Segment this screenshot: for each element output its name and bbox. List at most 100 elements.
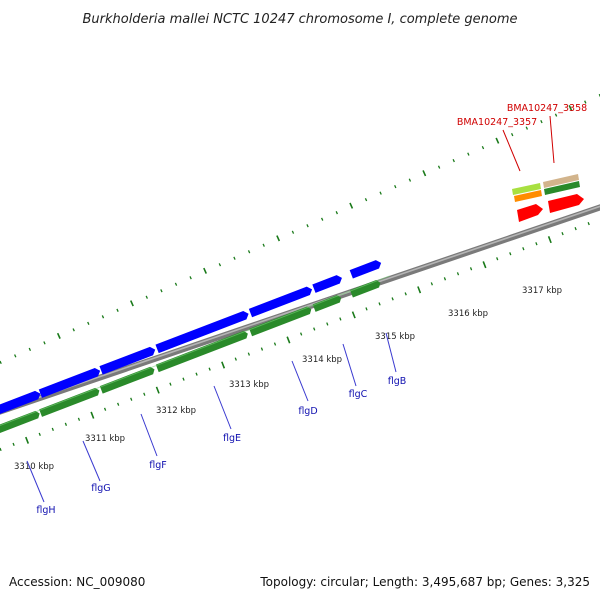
tick-mark: [203, 267, 207, 274]
inner-tick-track: [0, 221, 590, 452]
tick-mark: [143, 392, 146, 396]
tick-mark: [522, 247, 525, 251]
tick-mark: [51, 427, 54, 431]
scale-label: 3316 kbp: [448, 309, 488, 319]
tick-mark: [574, 227, 577, 231]
tick-mark: [300, 332, 303, 336]
tick-mark: [117, 402, 120, 406]
tick-mark: [273, 342, 277, 346]
cds-feature: [312, 275, 342, 293]
leader-line: [213, 385, 232, 430]
scale-label: 3311 kbp: [85, 434, 125, 444]
tick-mark: [313, 327, 316, 331]
leader-line: [82, 440, 101, 482]
leader-line: [502, 129, 521, 172]
leader-line: [291, 360, 309, 402]
tick-mark: [510, 132, 514, 137]
gene-label-flgh: flgH: [36, 505, 55, 516]
tick-mark: [378, 302, 381, 306]
tick-mark: [130, 300, 134, 307]
tick-mark: [422, 170, 427, 177]
scale-label: 3310 kbp: [14, 462, 54, 472]
tick-mark: [218, 263, 222, 267]
tick-mark: [189, 276, 192, 280]
tick-mark: [87, 321, 90, 325]
tick-mark: [14, 354, 17, 358]
tick-mark: [103, 407, 107, 411]
gene-feature: [350, 280, 381, 298]
scale-labels: 3310 kbp 3311 kbp 3312 kbp 3313 kbp 3314…: [14, 286, 562, 472]
gene-label-flgg: flgG: [91, 483, 110, 494]
tick-mark: [101, 315, 105, 319]
tick-mark: [38, 432, 41, 436]
gene-label-leaders: [26, 332, 397, 503]
leader-line: [26, 460, 45, 503]
tick-mark: [467, 152, 470, 156]
tick-mark: [430, 282, 433, 286]
tick-mark: [437, 165, 441, 169]
tick-mark: [408, 178, 412, 182]
chromosome-backbone: [0, 204, 600, 415]
tick-mark: [247, 250, 251, 254]
tick-mark: [535, 242, 538, 246]
genome-summary-text: Topology: circular; Length: 3,495,687 bp…: [259, 575, 590, 589]
tick-mark: [221, 361, 226, 369]
cds-feature: [155, 310, 249, 354]
tick-mark: [169, 382, 172, 386]
tick-mark: [0, 447, 2, 452]
map-tracks: [0, 93, 600, 452]
gene-track-forward: [0, 275, 390, 441]
leader-line: [342, 343, 357, 387]
tick-mark: [481, 145, 485, 150]
scale-label: 3315 kbp: [375, 332, 415, 342]
tick-mark: [554, 113, 558, 117]
tick-mark: [174, 282, 178, 286]
tick-mark: [417, 286, 422, 294]
tick-mark: [43, 341, 46, 345]
tick-mark: [234, 357, 237, 361]
gene-feature: [0, 410, 40, 441]
cds-feature: [349, 260, 382, 279]
tick-mark: [509, 252, 512, 256]
tick-mark: [208, 367, 211, 371]
tick-mark: [394, 185, 397, 189]
tick-mark: [155, 386, 160, 394]
tick-mark: [379, 191, 382, 195]
tick-mark: [568, 105, 573, 112]
tick-mark: [260, 347, 264, 351]
scale-label: 3313 kbp: [229, 380, 269, 390]
tick-mark: [351, 311, 356, 319]
gene-feature: [249, 306, 312, 337]
locus-label-3358: BMA10247_3358: [507, 103, 587, 114]
tick-mark: [72, 328, 75, 332]
tick-mark: [452, 158, 455, 163]
tick-mark: [547, 236, 552, 244]
gene-label-flgd: flgD: [298, 406, 317, 417]
gene-feature: [155, 330, 248, 373]
gene-label-flge: flgE: [223, 433, 241, 444]
cds-feature: [0, 390, 41, 422]
tick-mark: [64, 422, 68, 426]
tick-mark: [525, 126, 529, 130]
tick-mark: [540, 119, 543, 124]
tick-mark: [326, 322, 329, 326]
tick-mark: [339, 317, 342, 321]
cds-feature: [38, 367, 101, 398]
outer-tick-track: [0, 93, 600, 365]
gene-feature: [312, 295, 342, 312]
locus-gene-feature: [548, 194, 584, 213]
tick-mark: [443, 277, 447, 281]
accession-text: Accession: NC_009080: [9, 575, 145, 589]
cds-track-forward: [0, 260, 382, 422]
leader-line: [140, 413, 158, 457]
tick-mark: [349, 202, 354, 209]
cds-feature: [248, 286, 313, 318]
tick-mark: [320, 217, 324, 221]
tick-mark: [56, 332, 61, 339]
tick-mark: [291, 230, 295, 234]
gene-labels: flgH flgG flgF flgE flgD flgC flgB: [36, 376, 406, 516]
locus-cds-feature: [514, 190, 542, 202]
locus-label-leaders: [502, 115, 555, 172]
tick-mark: [365, 307, 368, 311]
tick-mark: [391, 297, 394, 301]
